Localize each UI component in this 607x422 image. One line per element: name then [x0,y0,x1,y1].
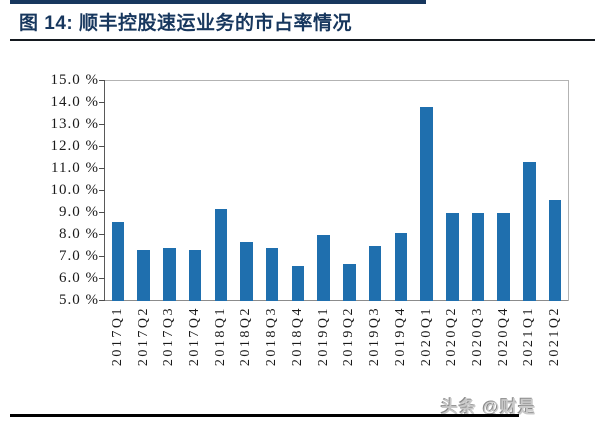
x-tick-label-2020Q2: 2020Q2 [444,306,460,367]
x-tick-label-2018Q2: 2018Q2 [238,306,254,367]
x-tick-label-2019Q3: 2019Q3 [367,306,383,367]
bar-2019Q1 [317,235,330,301]
x-tick-label-2021Q1: 2021Q1 [521,306,537,367]
bar-2018Q3 [265,248,279,301]
y-tick-label: 7.0 % [59,248,99,264]
y-tick-label: 9.0 % [59,204,99,220]
x-tick-label-2019Q1: 2019Q1 [315,306,331,367]
x-tick-label-2019Q2: 2019Q2 [341,306,357,367]
y-tick-label: 13.0 % [50,116,99,132]
x-tick-label-2020Q3: 2020Q3 [469,306,485,367]
x-tick-label-2018Q4: 2018Q4 [289,306,305,367]
bar-2017Q2 [137,250,150,301]
watermark-text: 头条 @财是 [441,398,537,417]
bar-2021Q2 [548,199,562,301]
title-divider [10,39,595,41]
y-tick-mark [99,146,105,147]
y-tick-label: 5.0 % [59,292,99,308]
x-tick-label-2021Q2: 2021Q2 [547,306,563,367]
y-tick-mark [99,300,105,301]
y-tick-mark [99,190,105,191]
x-tick-label-2020Q1: 2020Q1 [418,306,434,367]
y-tick-label: 8.0 % [59,226,99,242]
footer-line [10,414,519,417]
title-accent-bar [10,0,426,4]
y-tick-mark [99,168,105,169]
y-tick-label: 6.0 % [59,270,99,286]
y-tick-mark [99,234,105,235]
bar-2020Q3 [471,213,485,301]
bar-2017Q1 [111,221,125,301]
bar-2017Q4 [188,250,202,301]
bar-2019Q2 [343,263,356,301]
y-tick-mark [99,212,105,213]
bar-2018Q2 [240,241,253,301]
y-tick-label: 11.0 % [51,160,99,176]
x-axis-line [104,300,569,301]
x-tick-label-2017Q3: 2017Q3 [161,306,177,367]
x-tick-label-2020Q4: 2020Q4 [495,306,511,367]
y-tick-label: 15.0 % [50,72,99,88]
x-tick-label-2018Q1: 2018Q1 [212,306,228,367]
y-tick-mark [99,278,105,279]
bar-2019Q3 [368,246,382,301]
bar-2020Q2 [446,213,459,301]
y-tick-label: 10.0 % [50,182,99,198]
y-tick-mark [99,102,105,103]
y-tick-label: 14.0 % [50,94,99,110]
bar-2020Q1 [420,107,433,301]
plot-area [105,80,569,301]
y-tick-label: 12.0 % [50,138,99,154]
bar-2019Q4 [394,232,408,301]
figure-title: 图 14: 顺丰控股速运业务的市占率情况 [19,13,353,34]
x-tick-label-2019Q4: 2019Q4 [392,306,408,367]
y-tick-mark [99,80,105,81]
x-tick-label-2017Q4: 2017Q4 [187,306,203,367]
x-tick-label-2018Q3: 2018Q3 [264,306,280,367]
bar-2018Q4 [291,265,305,301]
bar-2020Q4 [497,213,510,301]
x-tick-label-2017Q1: 2017Q1 [109,306,125,367]
y-tick-mark [99,124,105,125]
bar-2017Q3 [163,248,176,301]
bar-2018Q1 [214,208,227,301]
x-tick-label-2017Q2: 2017Q2 [135,306,151,367]
bar-2021Q1 [523,162,536,301]
y-tick-mark [99,256,105,257]
